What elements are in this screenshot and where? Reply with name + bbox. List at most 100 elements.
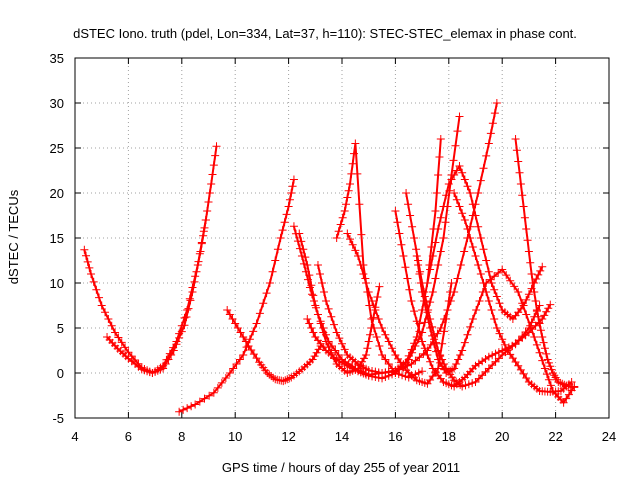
data-point-plus — [458, 382, 467, 391]
data-point-plus — [289, 175, 298, 184]
data-point-plus — [331, 346, 340, 355]
x-tick-label: 6 — [125, 429, 132, 444]
data-point-plus — [538, 333, 547, 341]
series-2 — [103, 216, 210, 377]
data-point-plus — [514, 157, 523, 166]
data-point-plus — [358, 357, 367, 366]
data-point-plus — [305, 319, 314, 328]
data-point-plus — [319, 288, 328, 296]
data-point-plus — [364, 337, 373, 346]
data-point-plus — [544, 375, 553, 384]
data-point-plus — [463, 225, 472, 233]
data-point-plus — [522, 225, 531, 233]
data-point-plus — [233, 324, 242, 332]
data-point-plus — [316, 319, 325, 328]
data-point-plus — [179, 405, 188, 414]
data-point-plus — [245, 335, 254, 344]
data-point-plus — [321, 337, 330, 346]
data-point-plus — [516, 180, 525, 188]
grid — [75, 58, 609, 418]
data-point-plus — [412, 252, 421, 260]
data-point-plus — [255, 309, 264, 318]
data-point-plus — [395, 365, 404, 374]
data-point-plus — [268, 267, 277, 276]
data-point-plus — [192, 267, 201, 276]
data-point-plus — [321, 297, 330, 305]
data-point-plus — [414, 368, 423, 377]
data-point-plus — [209, 388, 218, 397]
plot-frame — [74, 57, 610, 419]
data-point-plus — [418, 367, 427, 376]
data-point-plus — [327, 312, 336, 321]
data-point-plus — [448, 365, 457, 374]
data-point-plus — [442, 315, 451, 323]
y-axis-label: dSTEC / TECUs — [6, 189, 21, 284]
data-point-plus — [375, 342, 384, 350]
data-point-plus — [303, 261, 312, 269]
data-point-plus — [519, 301, 528, 310]
data-point-plus — [434, 261, 443, 269]
data-point-plus — [420, 318, 429, 327]
data-point-plus — [428, 252, 437, 260]
data-point-plus — [288, 182, 297, 191]
data-point-plus — [92, 285, 101, 294]
data-point-plus — [87, 270, 96, 278]
data-point-plus — [450, 376, 459, 385]
data-point-plus — [431, 238, 440, 247]
data-point-plus — [289, 222, 298, 231]
data-point-plus — [397, 240, 406, 249]
data-point-plus — [542, 349, 551, 358]
data-point-plus — [478, 371, 487, 380]
data-point-plus — [466, 234, 475, 242]
data-point-plus — [506, 276, 515, 285]
data-point-plus — [430, 339, 439, 348]
data-point-plus — [273, 245, 282, 254]
data-point-plus — [200, 223, 209, 232]
data-point-plus — [471, 211, 480, 220]
data-point-plus — [169, 346, 178, 355]
data-point-plus — [535, 319, 544, 328]
data-point-plus — [391, 207, 400, 215]
data-point-plus — [435, 153, 444, 161]
data-point-plus — [488, 119, 497, 128]
data-point-plus — [101, 308, 110, 317]
data-point-plus — [490, 285, 499, 294]
data-point-plus — [546, 381, 555, 390]
data-point-plus — [252, 319, 261, 328]
data-point-plus — [338, 213, 347, 222]
data-point-plus — [556, 378, 565, 387]
data-point-plus — [378, 351, 387, 359]
data-point-plus — [536, 326, 545, 335]
series-15 — [450, 189, 576, 396]
data-point-plus — [447, 175, 456, 184]
data-point-plus — [441, 218, 450, 227]
y-tick-label: 15 — [50, 231, 64, 246]
data-point-plus — [367, 315, 376, 323]
data-point-plus — [449, 156, 458, 165]
data-point-plus — [438, 362, 447, 371]
data-point-plus — [438, 339, 447, 348]
data-point-plus — [444, 297, 453, 305]
data-point-plus — [307, 324, 316, 332]
data-point-plus — [161, 360, 170, 368]
data-point-plus — [474, 261, 483, 269]
y-tick-label: 10 — [50, 276, 64, 291]
data-point-plus — [542, 370, 551, 379]
data-point-plus — [82, 251, 91, 260]
data-point-plus — [444, 180, 453, 188]
data-point-plus — [167, 351, 176, 359]
series-line — [178, 179, 295, 413]
data-point-plus — [89, 277, 98, 286]
data-point-plus — [412, 245, 421, 254]
data-point-plus — [364, 366, 373, 375]
data-point-plus — [442, 369, 451, 377]
data-point-plus — [490, 315, 499, 323]
data-point-plus — [534, 312, 543, 321]
data-point-plus — [263, 369, 272, 377]
data-point-plus — [510, 282, 519, 291]
data-point-plus — [487, 306, 496, 314]
data-point-plus — [209, 161, 218, 170]
data-point-plus — [456, 261, 465, 269]
data-point-plus — [357, 230, 366, 239]
data-point-plus — [378, 324, 387, 332]
